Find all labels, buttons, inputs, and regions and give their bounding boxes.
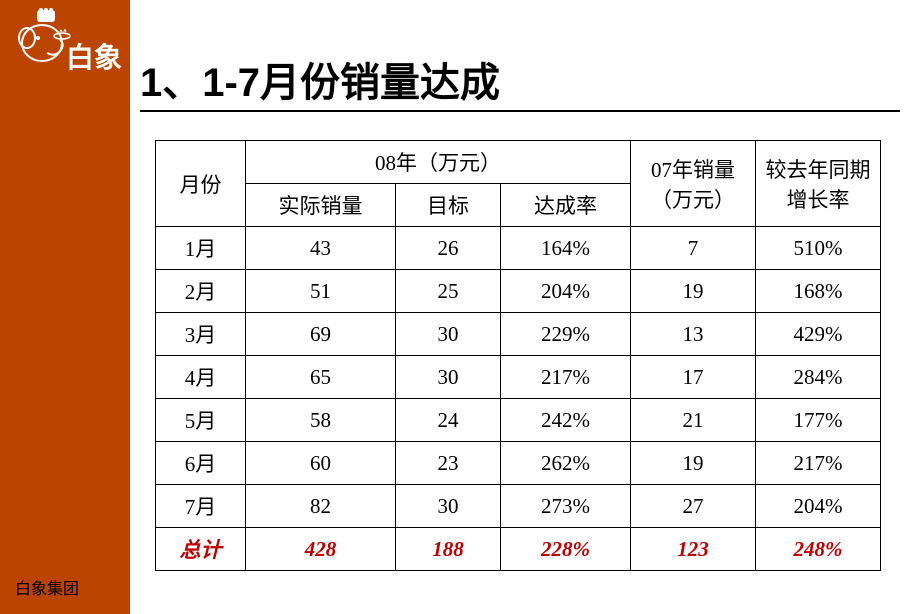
elephant-chef-icon bbox=[12, 8, 72, 78]
table-row: 1月4326164%7510% bbox=[156, 227, 881, 270]
cell-month: 2月 bbox=[156, 270, 246, 313]
left-band bbox=[0, 0, 130, 614]
cell-rate: 273% bbox=[501, 485, 631, 528]
cell-target: 30 bbox=[396, 313, 501, 356]
cell-y07: 17 bbox=[631, 356, 756, 399]
cell-rate: 217% bbox=[501, 356, 631, 399]
cell-growth: 168% bbox=[756, 270, 881, 313]
title-underline bbox=[140, 110, 900, 112]
cell-rate: 262% bbox=[501, 442, 631, 485]
sales-table: 月份 08年（万元） 07年销量（万元） 较去年同期增长率 实际销量 目标 达成… bbox=[155, 140, 881, 571]
cell-y07: 7 bbox=[631, 227, 756, 270]
cell-actual: 69 bbox=[246, 313, 396, 356]
table-row: 4月6530217%17284% bbox=[156, 356, 881, 399]
header-y08-group: 08年（万元） bbox=[246, 141, 631, 184]
cell-month: 6月 bbox=[156, 442, 246, 485]
total-cell-actual: 428 bbox=[246, 528, 396, 571]
total-cell-rate: 228% bbox=[501, 528, 631, 571]
page-title: 1、1-7月份销量达成 bbox=[140, 50, 500, 108]
total-cell-growth: 248% bbox=[756, 528, 881, 571]
cell-y07: 21 bbox=[631, 399, 756, 442]
cell-y07: 13 bbox=[631, 313, 756, 356]
cell-target: 30 bbox=[396, 356, 501, 399]
cell-target: 30 bbox=[396, 485, 501, 528]
cell-actual: 58 bbox=[246, 399, 396, 442]
cell-actual: 82 bbox=[246, 485, 396, 528]
cell-target: 26 bbox=[396, 227, 501, 270]
cell-rate: 164% bbox=[501, 227, 631, 270]
footer-text: 白象集团 bbox=[15, 575, 79, 599]
table-total-row: 总计428188228%123248% bbox=[156, 528, 881, 571]
total-cell-y07: 123 bbox=[631, 528, 756, 571]
cell-actual: 65 bbox=[246, 356, 396, 399]
logo-text: 白象 bbox=[66, 36, 122, 76]
cell-y07: 19 bbox=[631, 270, 756, 313]
table-row: 5月5824242%21177% bbox=[156, 399, 881, 442]
cell-growth: 429% bbox=[756, 313, 881, 356]
cell-month: 1月 bbox=[156, 227, 246, 270]
total-cell-target: 188 bbox=[396, 528, 501, 571]
cell-growth: 284% bbox=[756, 356, 881, 399]
header-y07: 07年销量（万元） bbox=[631, 141, 756, 227]
cell-rate: 229% bbox=[501, 313, 631, 356]
logo-area: 白象 bbox=[8, 8, 123, 88]
cell-rate: 204% bbox=[501, 270, 631, 313]
cell-rate: 242% bbox=[501, 399, 631, 442]
cell-growth: 177% bbox=[756, 399, 881, 442]
table-row: 3月6930229%13429% bbox=[156, 313, 881, 356]
header-month: 月份 bbox=[156, 141, 246, 227]
cell-y07: 19 bbox=[631, 442, 756, 485]
cell-growth: 510% bbox=[756, 227, 881, 270]
cell-y07: 27 bbox=[631, 485, 756, 528]
cell-month: 5月 bbox=[156, 399, 246, 442]
header-actual: 实际销量 bbox=[246, 184, 396, 227]
header-rate: 达成率 bbox=[501, 184, 631, 227]
cell-actual: 43 bbox=[246, 227, 396, 270]
cell-target: 24 bbox=[396, 399, 501, 442]
cell-growth: 204% bbox=[756, 485, 881, 528]
header-growth: 较去年同期增长率 bbox=[756, 141, 881, 227]
cell-actual: 51 bbox=[246, 270, 396, 313]
table-row: 2月5125204%19168% bbox=[156, 270, 881, 313]
total-cell-month: 总计 bbox=[156, 528, 246, 571]
header-target: 目标 bbox=[396, 184, 501, 227]
cell-month: 4月 bbox=[156, 356, 246, 399]
table-header-row-1: 月份 08年（万元） 07年销量（万元） 较去年同期增长率 bbox=[156, 141, 881, 184]
cell-growth: 217% bbox=[756, 442, 881, 485]
cell-month: 7月 bbox=[156, 485, 246, 528]
table-row: 7月8230273%27204% bbox=[156, 485, 881, 528]
cell-target: 25 bbox=[396, 270, 501, 313]
cell-actual: 60 bbox=[246, 442, 396, 485]
table-row: 6月6023262%19217% bbox=[156, 442, 881, 485]
cell-target: 23 bbox=[396, 442, 501, 485]
cell-month: 3月 bbox=[156, 313, 246, 356]
